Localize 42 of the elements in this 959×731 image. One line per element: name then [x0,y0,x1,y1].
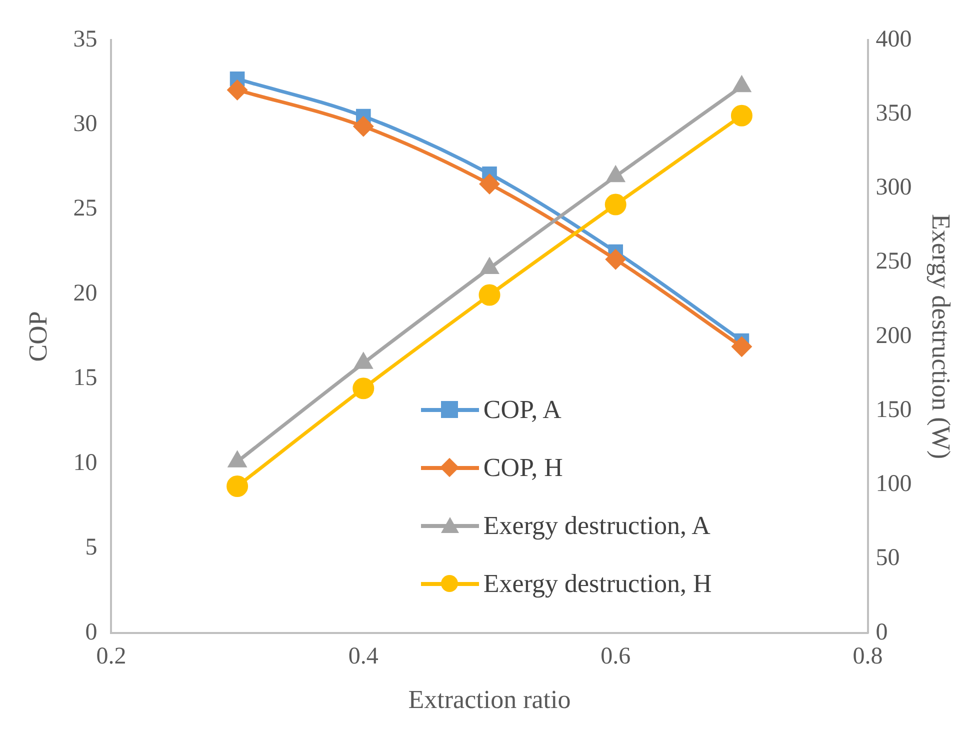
y2-tick-label: 150 [876,396,912,423]
legend-label: Exergy destruction, A [483,511,710,541]
y-tick-label: 5 [85,534,98,561]
y2-tick-label: 100 [876,471,912,498]
point [606,166,624,182]
point [352,378,374,400]
y-tick-label: 10 [73,450,98,476]
x-tick-label: 0.2 [96,644,126,670]
y2-tick-label: 200 [876,322,912,349]
x-tick-label: 0.8 [852,644,883,670]
point [226,475,248,497]
point [604,194,626,216]
x-tick-label: 0.4 [348,644,378,670]
point [480,174,500,194]
x-axis-title: Extraction ratio [408,685,571,714]
y2-tick-label: 50 [876,545,900,572]
legend-label: COP, A [483,395,562,425]
y2-axis-title: Exergy destruction (W) [926,214,956,459]
y-tick-label: 25 [73,196,98,222]
y2-tick-label: 250 [876,248,912,275]
y-tick-label: 35 [73,26,98,52]
point [480,258,498,274]
y2-tick-label: 0 [876,619,888,646]
y2-tick-label: 350 [876,100,912,126]
point [228,80,248,100]
legend-label: COP, H [483,453,563,483]
x-tick-label: 0.6 [600,644,631,670]
legend-label: Exergy destruction, H [483,569,712,599]
y-tick-label: 20 [73,280,98,306]
point [354,353,372,369]
y-tick-label: 0 [85,619,98,646]
y-tick-label: 15 [73,365,98,392]
point [354,116,374,136]
point [478,284,500,306]
point [606,250,626,270]
point [730,104,752,126]
y2-tick-label: 300 [876,174,912,201]
y2-tick-label: 400 [876,26,912,52]
y-axis-title: COP [23,311,52,362]
y-tick-label: 30 [73,111,98,138]
point [733,76,750,92]
point [732,336,752,356]
